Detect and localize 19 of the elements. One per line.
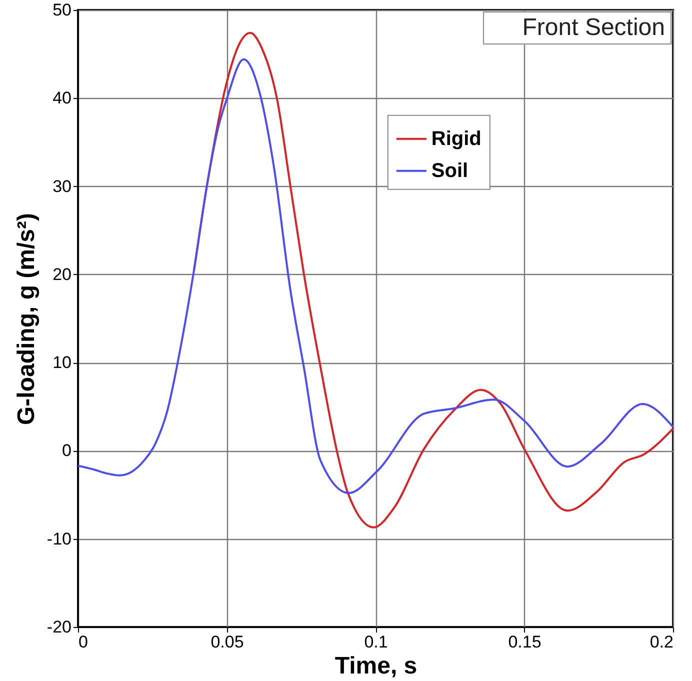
x-axis-title: Time, s xyxy=(334,652,418,680)
y-tick-label: 10 xyxy=(52,353,72,372)
y-tick-label: 40 xyxy=(52,88,72,108)
x-tick-label: 0.05 xyxy=(210,632,244,652)
y-tick-label: 50 xyxy=(52,0,72,20)
y-axis-title: G-loading, g (m/s²) xyxy=(12,213,40,425)
legend-label: Soil xyxy=(431,160,468,182)
x-tick-label: 0.15 xyxy=(508,632,542,652)
y-tick-label: 20 xyxy=(52,264,72,284)
x-tick-label: 0.2 xyxy=(650,632,674,652)
y-tick-label: -10 xyxy=(46,529,72,548)
y-tick-label: 0 xyxy=(62,441,72,460)
y-tick-label: -20 xyxy=(46,618,72,636)
x-tick-label: 0.1 xyxy=(364,632,388,652)
x-tick-label: 0 xyxy=(78,632,88,652)
legend-label: Rigid xyxy=(431,128,482,150)
y-tick-label: 30 xyxy=(52,176,72,196)
line-series xyxy=(78,58,673,494)
annotation: Front Section xyxy=(522,14,665,41)
